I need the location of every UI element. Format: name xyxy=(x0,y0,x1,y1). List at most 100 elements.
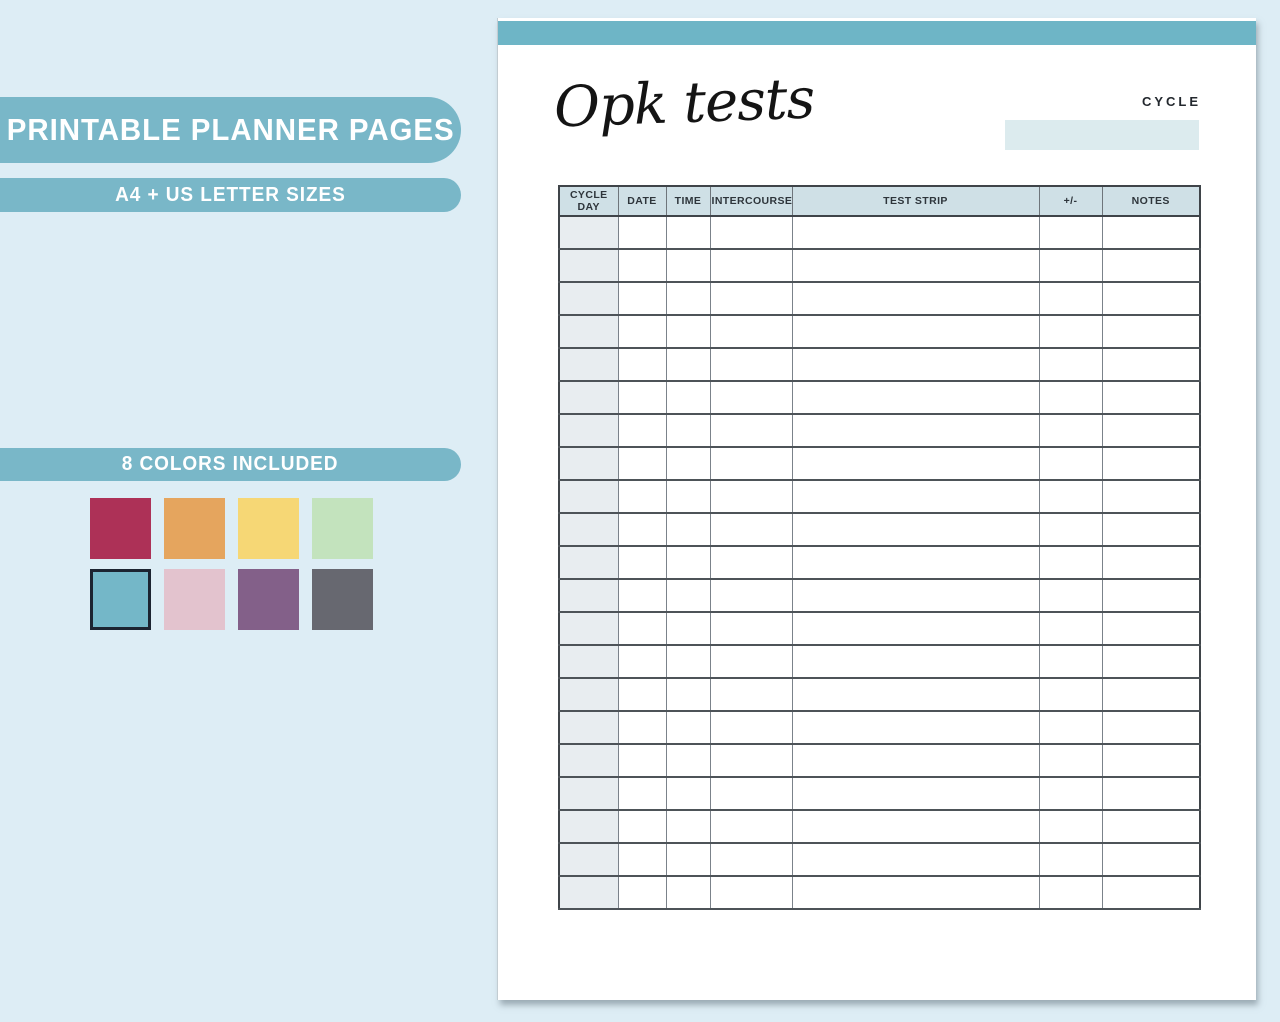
banner-sizes-label: A4 + US LETTER SIZES xyxy=(115,183,346,206)
empty-cell xyxy=(558,447,619,482)
empty-cell xyxy=(1038,513,1103,548)
table-row xyxy=(558,678,1201,713)
column-header: CYCLE DAY xyxy=(558,186,619,218)
empty-cell xyxy=(791,579,1040,614)
empty-cell xyxy=(791,282,1040,317)
empty-cell xyxy=(709,579,793,614)
empty-cell xyxy=(791,381,1040,416)
empty-cell xyxy=(791,678,1040,713)
empty-cell xyxy=(709,480,793,515)
column-header: INTERCOURSE xyxy=(709,186,793,218)
empty-cell xyxy=(558,381,619,416)
empty-cell xyxy=(665,777,711,812)
empty-cell xyxy=(1101,249,1201,284)
table-row xyxy=(558,645,1201,680)
empty-cell xyxy=(1038,612,1103,647)
empty-cell xyxy=(1101,678,1201,713)
empty-cell xyxy=(1101,513,1201,548)
color-swatch-purple xyxy=(238,569,299,630)
empty-cell xyxy=(1101,645,1201,680)
empty-cell xyxy=(1101,777,1201,812)
color-swatch-teal xyxy=(90,569,151,630)
empty-cell xyxy=(558,744,619,779)
empty-cell xyxy=(791,480,1040,515)
empty-cell xyxy=(558,645,619,680)
empty-cell xyxy=(617,282,667,317)
empty-cell xyxy=(617,612,667,647)
empty-cell xyxy=(791,744,1040,779)
page-top-bar xyxy=(498,21,1256,45)
tracker-table-body xyxy=(558,216,1201,911)
color-swatch-green xyxy=(312,498,373,559)
empty-cell xyxy=(617,249,667,284)
empty-cell xyxy=(709,414,793,449)
empty-cell xyxy=(665,876,711,911)
banner-paper-sizes: A4 + US LETTER SIZES xyxy=(0,178,461,212)
empty-cell xyxy=(665,513,711,548)
empty-cell xyxy=(558,876,619,911)
empty-cell xyxy=(558,348,619,383)
empty-cell xyxy=(558,843,619,878)
tracker-header-row: CYCLE DAY DATE TIME INTERCOURSE TEST STRIP +/… xyxy=(558,186,1201,218)
table-row xyxy=(558,381,1201,416)
empty-cell xyxy=(617,513,667,548)
empty-cell xyxy=(617,876,667,911)
empty-cell xyxy=(1101,843,1201,878)
empty-cell xyxy=(617,348,667,383)
table-row xyxy=(558,810,1201,845)
empty-cell xyxy=(665,744,711,779)
empty-cell xyxy=(1038,645,1103,680)
empty-cell xyxy=(617,414,667,449)
empty-cell xyxy=(665,843,711,878)
empty-cell xyxy=(791,777,1040,812)
tracker-table: CYCLE DAY DATE TIME INTERCOURSE TEST STRIP +/… xyxy=(558,185,1201,911)
empty-cell xyxy=(709,744,793,779)
empty-cell xyxy=(1038,216,1103,251)
empty-cell xyxy=(1038,711,1103,746)
empty-cell xyxy=(709,348,793,383)
color-swatch-orange xyxy=(164,498,225,559)
empty-cell xyxy=(1038,480,1103,515)
empty-cell xyxy=(558,711,619,746)
empty-cell xyxy=(791,447,1040,482)
empty-cell xyxy=(617,678,667,713)
empty-cell xyxy=(1038,843,1103,878)
empty-cell xyxy=(1101,612,1201,647)
empty-cell xyxy=(558,282,619,317)
empty-cell xyxy=(791,843,1040,878)
empty-cell xyxy=(791,348,1040,383)
table-row xyxy=(558,216,1201,251)
empty-cell xyxy=(617,810,667,845)
table-row xyxy=(558,744,1201,779)
column-header: DATE xyxy=(617,186,667,218)
empty-cell xyxy=(665,348,711,383)
empty-cell xyxy=(665,249,711,284)
empty-cell xyxy=(1101,414,1201,449)
empty-cell xyxy=(709,876,793,911)
empty-cell xyxy=(665,645,711,680)
table-row xyxy=(558,414,1201,449)
empty-cell xyxy=(665,612,711,647)
empty-cell xyxy=(617,447,667,482)
empty-cell xyxy=(709,645,793,680)
empty-cell xyxy=(558,315,619,350)
empty-cell xyxy=(558,546,619,581)
empty-cell xyxy=(558,513,619,548)
empty-cell xyxy=(709,810,793,845)
empty-cell xyxy=(1038,810,1103,845)
empty-cell xyxy=(1038,579,1103,614)
column-header: +/- xyxy=(1038,186,1103,218)
empty-cell xyxy=(665,282,711,317)
empty-cell xyxy=(665,447,711,482)
empty-cell xyxy=(558,810,619,845)
table-row xyxy=(558,513,1201,548)
empty-cell xyxy=(1038,249,1103,284)
empty-cell xyxy=(617,579,667,614)
empty-cell xyxy=(1038,282,1103,317)
empty-cell xyxy=(1101,447,1201,482)
empty-cell xyxy=(1101,876,1201,911)
color-swatch-yellow xyxy=(238,498,299,559)
empty-cell xyxy=(1038,777,1103,812)
empty-cell xyxy=(1101,216,1201,251)
empty-cell xyxy=(709,381,793,416)
